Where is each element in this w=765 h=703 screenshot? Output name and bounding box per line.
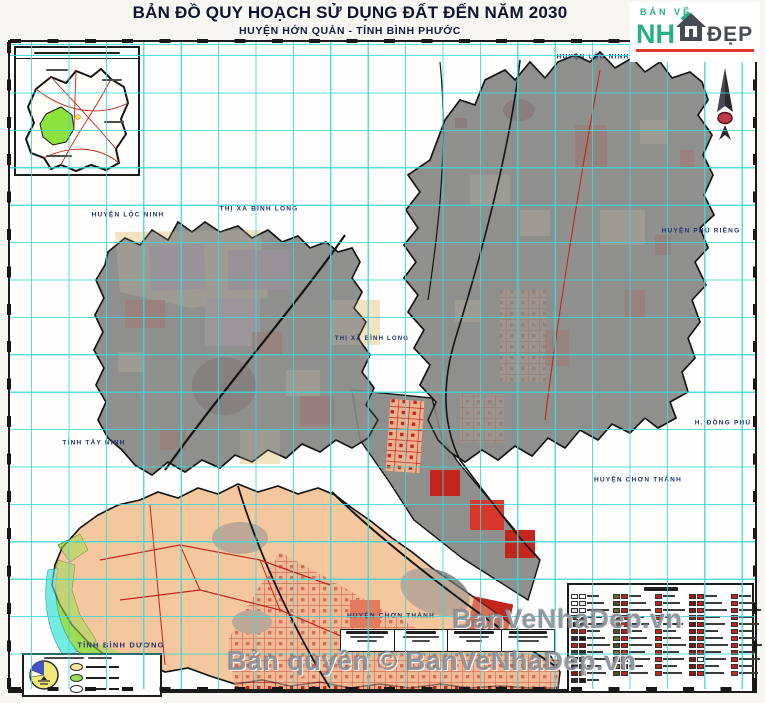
logo-main-text: NH bbox=[636, 19, 675, 49]
page-subtitle: HUYỆN HỚN QUẢN - TỈNH BÌNH PHƯỚC bbox=[239, 25, 461, 37]
label-huyen-phu-rieng: HUYỆN PHÚ RIỀNG bbox=[661, 227, 741, 235]
logo-right-text: ĐẸP bbox=[707, 23, 754, 46]
label-tinh-binh-duong: TỈNH BÌNH DƯƠNG bbox=[77, 640, 165, 650]
label-huyen-loc-ninh-ne: HUYỆN LỘC NINH bbox=[556, 53, 630, 61]
label-tinh-tay-ninh: TỈNH TÂY NINH bbox=[62, 439, 126, 447]
watermark-center: BanVeNhaDep.vn bbox=[452, 604, 683, 634]
label-h-dong-phu: H. ĐỒNG PHÚ bbox=[694, 419, 752, 427]
province-inset-map bbox=[14, 46, 140, 176]
pie-chart-icon bbox=[28, 659, 60, 696]
mini-legend bbox=[22, 653, 162, 697]
inset-caption bbox=[16, 48, 138, 59]
legend-title-bar bbox=[571, 587, 750, 591]
banvenhadep-logo: BẢN VẼ NH ĐẸP bbox=[630, 2, 760, 62]
mini-legend-symbol bbox=[70, 673, 119, 682]
label-huyen-chon-thanh-s: HUYỆN CHƠN THÀNH bbox=[347, 612, 435, 620]
mini-legend-symbol bbox=[70, 662, 119, 671]
watermark-bottom: Bản quyền © BanVeNhaDep.vn bbox=[227, 646, 637, 676]
province-shape bbox=[24, 67, 130, 173]
mini-legend-symbol bbox=[70, 684, 119, 693]
logo-underline bbox=[636, 49, 754, 52]
north-arrow-icon bbox=[703, 68, 747, 140]
label-thi-xa-binh-long-n: THỊ XÃ BÌNH LONG bbox=[219, 205, 299, 213]
house-icon bbox=[675, 12, 707, 47]
page-title: BẢN ĐỒ QUY HOẠCH SỬ DỤNG ĐẤT ĐẾN NĂM 203… bbox=[132, 3, 568, 22]
label-huyen-loc-ninh-nw: HUYỆN LỘC NINH bbox=[91, 211, 165, 219]
label-thi-xa-binh-long-c: THỊ XÃ BÌNH LONG bbox=[334, 336, 410, 342]
label-huyen-chon-thanh-e: HUYỆN CHƠN THÀNH bbox=[594, 476, 682, 484]
logo-top-text: BẢN VẼ bbox=[640, 7, 693, 17]
